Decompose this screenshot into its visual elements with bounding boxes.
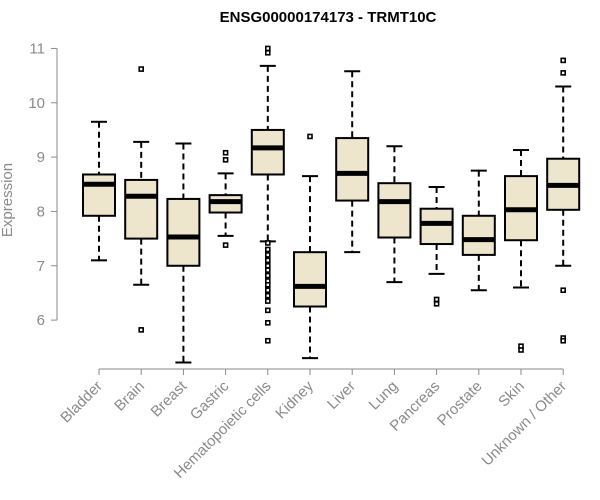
x-tick-label: Bladder (57, 378, 106, 427)
box (166, 197, 201, 267)
outlier-point (264, 320, 271, 326)
box-group (335, 70, 370, 254)
box (377, 182, 412, 239)
outlier-point (264, 337, 271, 344)
y-tick-label: 6 (37, 312, 45, 329)
outlier-point (264, 292, 271, 299)
y-tick-label: 11 (29, 40, 45, 57)
y-axis: 6 7 8 9 10 11 (28, 40, 58, 329)
box-group (124, 66, 159, 333)
outlier-point (264, 45, 271, 52)
x-tick-label: Prostate (434, 378, 486, 430)
box (82, 173, 116, 217)
box-group (208, 149, 243, 248)
chart-title: ENSG00000174173 - TRMT10C (220, 9, 437, 26)
y-tick-label: 7 (37, 258, 45, 275)
outlier-point (307, 133, 313, 140)
outlier-point (264, 49, 271, 56)
box (250, 128, 285, 176)
y-tick-label: 8 (37, 203, 45, 220)
outlier-point (264, 246, 271, 253)
outlier-point (560, 337, 567, 344)
box-group (504, 149, 538, 353)
outlier-point (264, 272, 271, 279)
outlier-point (518, 347, 524, 353)
box (419, 207, 454, 246)
x-tick-label: Liver (324, 378, 359, 413)
x-tick-label: Breast (148, 377, 191, 420)
outlier-point (264, 281, 271, 288)
box-group (82, 120, 116, 262)
box-group (293, 133, 327, 360)
x-tick-label: Skin (495, 378, 528, 411)
box-group (419, 185, 454, 307)
box (461, 214, 496, 256)
y-tick-label: 10 (28, 95, 45, 112)
outlier-point (560, 70, 567, 76)
outlier-point (264, 298, 271, 304)
box-group (461, 169, 496, 292)
outlier-point (264, 252, 271, 258)
outlier-point (264, 307, 271, 314)
x-tick-label: Kidney (272, 377, 317, 422)
box-group (546, 57, 581, 344)
outlier-point (433, 296, 440, 303)
outlier-point (264, 257, 271, 264)
box (335, 137, 370, 202)
outlier-point (138, 66, 144, 72)
y-axis-label: Expression (0, 163, 16, 237)
box-group (377, 145, 412, 284)
plot-area (82, 45, 581, 364)
box (124, 178, 159, 240)
x-tick-label: Brain (111, 378, 148, 415)
outlier-point (433, 300, 440, 307)
outlier-point (222, 149, 229, 156)
outlier-point (222, 157, 229, 163)
box (293, 251, 327, 308)
outlier-point (264, 287, 271, 294)
x-tick-label: Lung (366, 378, 402, 414)
outlier-point (264, 262, 271, 269)
outlier-point (264, 267, 271, 273)
box-group (250, 45, 285, 344)
outlier-point (264, 240, 271, 246)
outlier-point (560, 287, 567, 294)
y-tick-label: 9 (37, 149, 45, 166)
box-group (166, 142, 201, 364)
outlier-point (222, 242, 229, 248)
outlier-point (138, 327, 144, 333)
outlier-point (560, 57, 567, 64)
